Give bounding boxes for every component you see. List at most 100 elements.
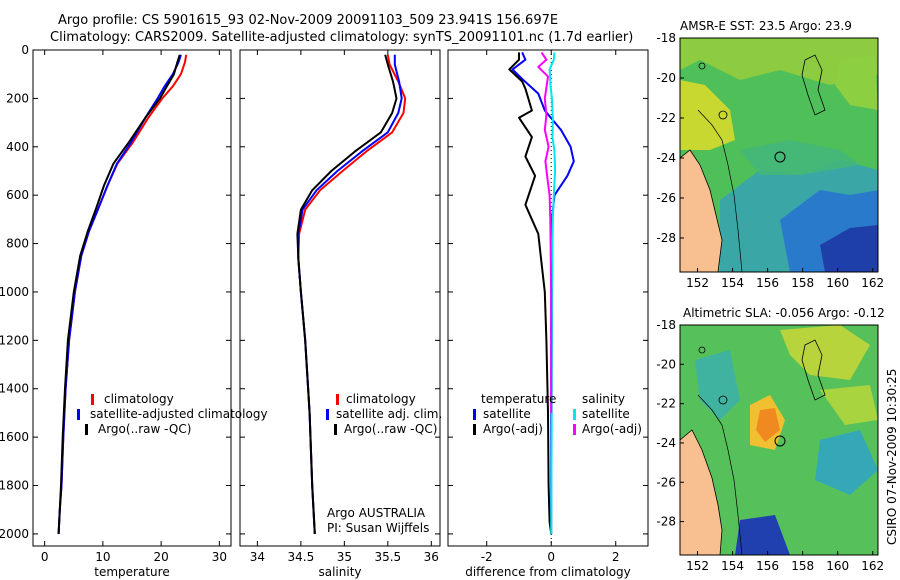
legend-salinity: climatology satellite adj. clim. Argo(..… <box>326 392 442 436</box>
x-tick-label: 0 <box>41 550 49 564</box>
legend-label-satellite-adj: satellite adj. clim. <box>336 407 442 421</box>
y-tick-label: 1200 <box>0 333 29 347</box>
sla-land-mass <box>680 429 723 555</box>
map-x-tick-label: 160 <box>826 276 849 290</box>
legend-label-argo: Argo(..raw -QC) <box>344 422 437 436</box>
map-frame <box>679 37 879 273</box>
sst-reef-contour <box>801 54 826 116</box>
legend-label-temp-argo: Argo(-adj) <box>483 422 543 436</box>
sst-map-title: AMSR-E SST: 23.5 Argo: 23.9 <box>680 19 852 33</box>
map-frame <box>679 324 879 556</box>
series-line-argo-raw-qc- <box>57 54 181 534</box>
sst-field-warm-band <box>680 38 878 85</box>
legend-swatch-climatology <box>91 394 94 405</box>
map-x-tick-label: 160 <box>826 559 849 573</box>
x-axis-label: temperature <box>94 565 169 579</box>
credit-label: CSIRO 07-Nov-2009 10:30:25 <box>885 369 899 545</box>
x-tick-label: 36 <box>424 550 439 564</box>
y-tick-label: 800 <box>6 237 29 251</box>
sst-field-warm-patch <box>835 55 878 110</box>
y-tick-label: 1800 <box>0 479 29 493</box>
map-y-tick-label: -26 <box>656 475 676 489</box>
legend-difference: temperature satellite Argo(-adj) salinit… <box>473 392 642 436</box>
sst-seamount-marker <box>698 62 706 70</box>
x-tick-label: 30 <box>212 550 227 564</box>
sla-seamount-marker <box>698 346 706 354</box>
profile-panel-1: 0 10 20 30 0 200 400 600 800 1000 1200 1400 1600 1800… <box>0 43 232 579</box>
legend-swatch-temp-argo <box>473 424 476 435</box>
map-y-tick-label: -20 <box>656 357 676 371</box>
x-tick-label: 34 <box>250 550 265 564</box>
x-axis-label: salinity <box>318 565 361 579</box>
title-line-1: Argo profile: CS 5901615_93 02-Nov-2009 … <box>58 13 558 28</box>
map-x-tick-label: 162 <box>861 559 884 573</box>
y-tick-label: 1000 <box>0 285 29 299</box>
map-x-tick-label: 156 <box>756 276 779 290</box>
y-tick-label: 0 <box>21 43 29 57</box>
legend-swatch-argo <box>85 424 88 435</box>
profile-panel-2: 34 34.5 35 35.5 36 salinity <box>239 49 441 579</box>
legend-swatch-climatology <box>336 394 339 405</box>
legend-swatch-argo <box>334 424 337 435</box>
sla-field-yellow-north <box>780 325 870 380</box>
sst-argo-position-marker <box>774 151 786 163</box>
legend-header-salinity: salinity <box>582 392 625 406</box>
legend-label-temp-satellite: satellite <box>483 407 531 421</box>
map-y-tick-label: -24 <box>656 436 676 450</box>
y-tick-label: 600 <box>6 188 29 202</box>
map-y-tick-label: -18 <box>656 31 676 45</box>
sst-depth-contour <box>697 109 743 272</box>
title-line-2: Climatology: CARS2009. Satellite-adjuste… <box>50 30 633 45</box>
series-line-argo-raw-qc- <box>296 54 398 534</box>
y-tick-label: 400 <box>6 140 29 154</box>
legend-label-sal-satellite: satellite <box>582 407 630 421</box>
sla-reef-contour <box>801 339 826 401</box>
map-x-tick-label: 154 <box>721 276 744 290</box>
y-tick-label: 200 <box>6 91 29 105</box>
sla-field-yellow-east <box>820 385 878 425</box>
x-tick-label: 34.5 <box>288 550 315 564</box>
sla-island-marker <box>718 395 728 405</box>
sla-field-cyan-east <box>815 430 878 495</box>
map-x-tick-label: 162 <box>861 276 884 290</box>
map-y-tick-label: -24 <box>656 151 676 165</box>
series-line-temperature-argo-adj- <box>508 52 553 535</box>
sla-field-cyan-west <box>695 350 740 420</box>
sla-depth-contour <box>697 394 743 555</box>
legend-label-climatology: climatology <box>346 392 416 406</box>
map-y-tick-label: -18 <box>656 318 676 332</box>
series-line-salinity-argo-adj- <box>537 51 553 413</box>
map-x-tick-label: 158 <box>791 559 814 573</box>
map-x-tick-label: 152 <box>686 276 709 290</box>
legend-label-argo: Argo(..raw -QC) <box>98 422 191 436</box>
plot-frame <box>239 49 441 547</box>
legend-header-temperature: temperature <box>481 392 556 406</box>
sla-map-title: Altimetric SLA: -0.056 Argo: -0.12 <box>683 306 885 320</box>
map-y-tick-label: -22 <box>656 111 676 125</box>
map-x-tick-label: 152 <box>686 559 709 573</box>
x-tick-label: 2 <box>612 550 620 564</box>
x-tick-label: 10 <box>95 550 110 564</box>
plot-frame <box>32 49 232 547</box>
sst-land-mass <box>680 149 723 272</box>
x-tick-label: 0 <box>547 550 555 564</box>
sla-argo-position-marker <box>774 435 786 447</box>
y-tick-label: 1600 <box>0 430 29 444</box>
legend-label-climatology: climatology <box>104 392 174 406</box>
map-y-tick-label: -28 <box>656 515 676 529</box>
x-tick-label: 35.5 <box>374 550 401 564</box>
sst-island-marker <box>718 110 728 120</box>
map-x-tick-label: 154 <box>721 559 744 573</box>
sst-field-warm-coast <box>680 80 735 150</box>
pi-label: PI: Susan Wijffels <box>327 521 429 535</box>
sst-map <box>680 38 878 272</box>
legend-swatch-satellite-adj <box>326 409 329 420</box>
map-x-tick-label: 156 <box>756 559 779 573</box>
map-x-tick-label: 158 <box>791 276 814 290</box>
map-y-tick-label: -22 <box>656 397 676 411</box>
y-tick-label: 2000 <box>0 527 29 541</box>
legend-swatch-sal-argo <box>573 424 576 435</box>
sst-field-mid-band <box>740 140 860 175</box>
map-y-tick-label: -28 <box>656 231 676 245</box>
